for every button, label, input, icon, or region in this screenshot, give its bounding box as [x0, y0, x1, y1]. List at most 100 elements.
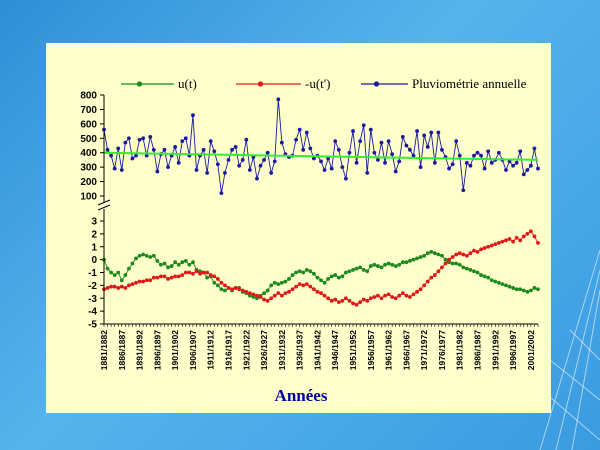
- u-point: [432, 251, 437, 256]
- rainfall-point: [272, 159, 277, 164]
- neg-u-point: [472, 248, 476, 253]
- neg-u-point: [176, 274, 181, 279]
- u-point: [169, 264, 174, 268]
- rainfall-point: [429, 130, 434, 135]
- u-point: [386, 261, 391, 266]
- rainfall-point: [347, 150, 352, 155]
- u-point: [496, 280, 501, 285]
- u-point: [180, 260, 185, 265]
- u-point: [162, 261, 167, 266]
- u-point: [344, 270, 348, 275]
- rainfall-point: [340, 165, 345, 170]
- neg-u-point: [532, 234, 537, 239]
- neg-u-point: [525, 231, 530, 236]
- rainfall-point: [255, 176, 259, 181]
- rainfall-point: [137, 137, 142, 142]
- x-tick-label: 1926/1927: [259, 330, 269, 370]
- rainfall-point: [450, 162, 455, 167]
- rainfall-point: [109, 153, 114, 158]
- neg-u-point: [301, 283, 306, 288]
- neg-u-point: [454, 252, 459, 257]
- u-point: [457, 262, 462, 267]
- rainfall-point: [379, 140, 384, 145]
- u-point: [397, 262, 402, 267]
- u-point: [301, 270, 306, 275]
- rainfall-point: [464, 160, 469, 165]
- legend-marker: [136, 81, 143, 87]
- u-point: [379, 265, 384, 270]
- neg-u-point: [482, 246, 487, 250]
- u-point: [219, 287, 224, 292]
- rainfall-point: [454, 139, 459, 144]
- u-point: [521, 288, 526, 293]
- rainfall-point: [397, 159, 402, 164]
- rainfall-point: [166, 165, 170, 170]
- u-point: [159, 262, 163, 267]
- neg-u-point: [240, 288, 245, 293]
- rainfall-chart: u(t) -u(t') Pluviométrie annuelle 10020030…: [80, 76, 540, 405]
- u-point: [482, 274, 487, 279]
- u-point: [109, 270, 114, 275]
- neg-u-point: [354, 302, 359, 307]
- rainfall-point: [176, 160, 181, 165]
- u-point: [436, 252, 441, 257]
- neg-u-point: [500, 239, 505, 244]
- neg-u-point: [201, 270, 206, 275]
- rainfall-point: [183, 136, 188, 141]
- u-point: [429, 250, 434, 254]
- u-point: [489, 278, 494, 283]
- neg-u-point: [304, 282, 309, 286]
- neg-u-point: [422, 283, 427, 288]
- u-point: [333, 273, 338, 277]
- rainfall-point: [461, 188, 466, 193]
- y-tick-label: 500: [80, 134, 97, 145]
- rainfall-point: [233, 145, 238, 149]
- u-point: [212, 280, 217, 285]
- rainfall-point: [368, 127, 373, 132]
- neg-u-point: [372, 295, 377, 299]
- u-point: [393, 264, 398, 268]
- rainfall-point: [123, 140, 128, 145]
- rainfall-point: [194, 168, 199, 172]
- rainfall-point: [294, 137, 298, 142]
- neg-u-point: [489, 243, 494, 248]
- rainfall-point: [489, 160, 494, 165]
- x-tick-label: 1886/1887: [117, 330, 127, 370]
- rainfall-point: [351, 129, 355, 133]
- neg-u-point: [411, 292, 416, 297]
- x-tick-label: 2001/2002: [526, 330, 536, 370]
- rainfall-point: [336, 147, 341, 152]
- u-point: [461, 265, 466, 270]
- neg-u-point: [521, 234, 526, 239]
- neg-u-point: [233, 286, 238, 290]
- neg-u-point: [230, 287, 234, 292]
- bottom-panel-mann-kendall: 32 1 0 -1 -2 -3 -4 -5: [88, 217, 540, 331]
- neg-u-point: [194, 269, 199, 274]
- neg-u-point: [127, 283, 131, 288]
- rainfall-point: [344, 176, 348, 181]
- neg-u-point: [251, 292, 256, 297]
- u-point: [290, 273, 295, 277]
- u-point: [518, 287, 523, 292]
- u-point: [262, 291, 266, 295]
- neg-u-point: [486, 244, 491, 249]
- u-point: [269, 283, 274, 288]
- u-point: [500, 282, 505, 286]
- neg-u-point: [507, 237, 512, 241]
- rainfall-point: [262, 158, 266, 162]
- u-point: [141, 252, 146, 257]
- x-tick-label: 1951/1952: [348, 330, 358, 370]
- neg-u-point: [368, 296, 373, 301]
- y-tick-label: 700: [80, 105, 97, 116]
- u-point: [415, 256, 419, 261]
- rainfall-point: [237, 163, 242, 168]
- rainfall-point: [279, 140, 284, 145]
- neg-u-point: [112, 284, 117, 289]
- rainfall-point: [105, 147, 110, 152]
- rainfall-point: [511, 163, 515, 168]
- chart-panel: [46, 43, 551, 413]
- rainfall-point: [404, 143, 409, 148]
- u-point: [322, 280, 327, 285]
- x-tick-label: 1986/1987: [473, 330, 483, 370]
- u-point: [468, 268, 473, 272]
